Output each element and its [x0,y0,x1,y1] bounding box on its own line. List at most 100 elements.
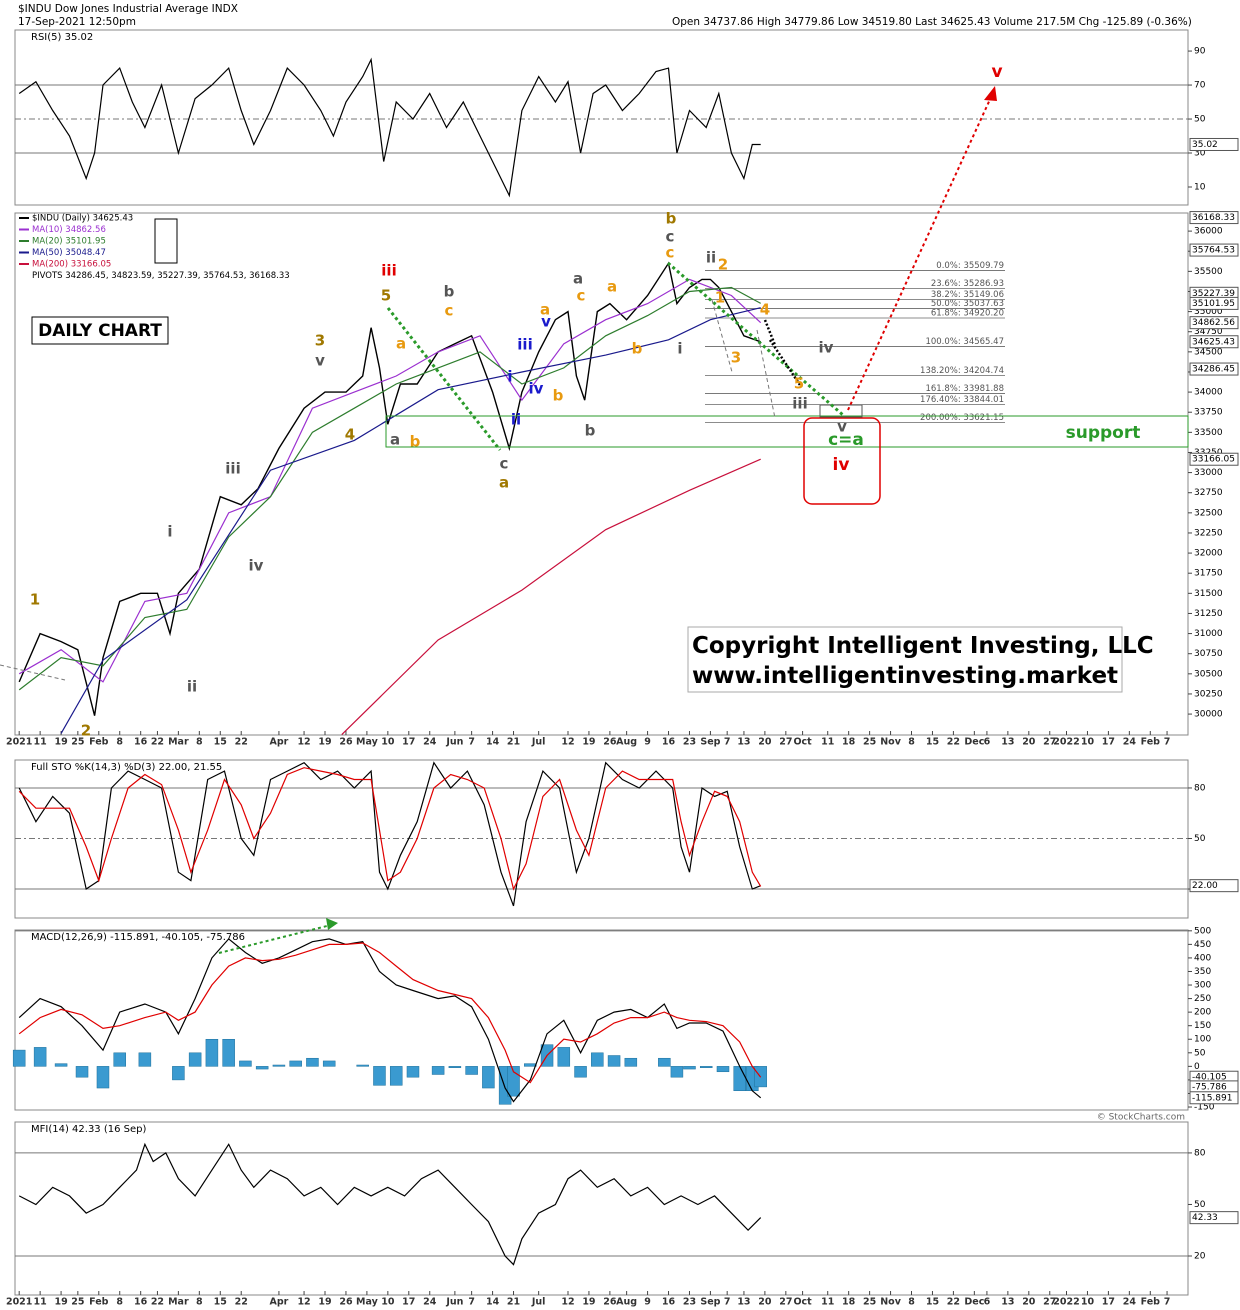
target-mini-box [819,404,863,418]
copyright-url: www.intelligentinvesting.market [692,663,1118,689]
value-label: 34286.45 [1192,365,1235,375]
y-tick-label: 200 [1194,1008,1211,1018]
x-tick-label: 13 [737,737,750,748]
x-tick-label: 21 [507,1297,520,1308]
x-tick-label: 24 [423,737,437,748]
histogram-bar [373,1066,386,1086]
value-label: 36168.33 [1192,213,1235,223]
y-tick-label: 250 [1194,994,1211,1004]
y-tick-label: 50 [1194,834,1206,844]
fib-label: 38.2%: 35149.06 [931,290,1004,300]
legend-label: $INDU (Daily) 34625.43 [32,214,133,224]
x-tick-label: 17 [402,1297,415,1308]
wave-label: i [507,368,512,386]
x-tick-label: 26 [339,1297,353,1308]
x-tick-label: 24 [1123,737,1137,748]
fib-label: 100.0%: 34565.47 [925,337,1004,347]
x-tick-label: 24 [423,1297,437,1308]
y-tick-label: 31000 [1194,629,1223,639]
x-tick-label: Mar [168,737,189,748]
wave-label: 1 [30,591,40,609]
panel-frame [14,29,1189,206]
series-line [18,761,761,907]
fib-label: 50.0%: 35037.63 [931,299,1004,309]
wave-label: ii [511,411,521,429]
value-label: 35101.95 [1192,299,1235,309]
wave-label: a [607,278,617,296]
x-tick-label: 2021 [6,1297,32,1308]
fib-label: 176.40%: 33844.01 [920,395,1004,405]
x-tick-label: 11 [34,737,47,748]
series-line [341,458,761,736]
x-tick-label: 7 [1164,1297,1171,1308]
x-tick-label: 22 [947,737,960,748]
x-tick-label: 11 [821,1297,834,1308]
y-tick-label: 31750 [1194,569,1223,579]
x-tick-label: 17 [1102,1297,1115,1308]
x-tick-label: 19 [318,1297,331,1308]
x-tick-label: 25 [863,737,876,748]
legend-label: PIVOTS 34286.45, 34823.59, 35227.39, 357… [32,271,290,281]
wave-label: i [677,340,682,358]
y-tick-label: 50 [1194,1048,1206,1058]
y-tick-label: 90 [1194,47,1206,57]
wave-label: a [540,301,550,319]
trend-arrow [768,339,802,386]
wave-label: b [553,387,564,405]
x-tick-label: 23 [683,1297,696,1308]
path-arrow [756,329,776,419]
x-tick-label: 10 [381,1297,395,1308]
x-tick-label: 12 [297,737,310,748]
histogram-bar [591,1052,604,1067]
x-tick-label: 19 [54,1297,67,1308]
x-tick-label: 9 [644,737,651,748]
histogram-bar [431,1066,445,1075]
signal-box [154,218,178,264]
wave-label: c [666,228,675,246]
legend-label: MA(50) 35048.47 [32,248,106,258]
y-tick-label: 10 [1194,182,1206,192]
value-box [1189,452,1239,466]
chart-date: 17-Sep-2021 12:50pm [18,16,136,28]
value-box [1189,211,1239,225]
y-tick-label: 300 [1194,981,1211,991]
x-tick-label: Jul [531,1297,546,1308]
support-box [385,415,1189,448]
series-line [18,57,761,198]
value-label: -75.786 [1192,1082,1227,1092]
x-tick-label: 25 [863,1297,876,1308]
trend-arrow [386,307,502,451]
x-tick-label: 22 [151,1297,164,1308]
x-tick-label: Nov [880,1297,901,1308]
histogram-bar [96,1066,110,1089]
target-box [803,417,881,505]
panel-title: Full STO %K(14,3) %D(3) 22.00, 21.55 [31,762,222,773]
y-tick-label: 36000 [1194,227,1223,237]
wave-label: c [445,302,454,320]
x-tick-label: 27 [1043,737,1056,748]
x-tick-label: Apr [270,1297,289,1308]
wave-label: b [585,422,596,440]
fib-label: 161.8%: 33981.88 [925,384,1004,394]
wave-label: c [577,287,586,305]
value-box [1189,335,1239,349]
x-tick-label: 27 [779,1297,792,1308]
value-label: 35.02 [1192,140,1218,150]
x-tick-label: 19 [582,737,595,748]
histogram-bar [113,1052,126,1067]
wave-label: iii [381,262,396,280]
y-tick-label: 350 [1194,967,1211,977]
x-tick-label: 17 [402,737,415,748]
wave-label: support [1066,423,1141,443]
histogram-bar [239,1060,252,1067]
x-tick-label: Jul [531,737,546,748]
wave-label: iii [517,336,532,354]
wave-label: b [632,340,643,358]
y-tick-label: 33000 [1194,468,1223,478]
value-box [1189,296,1239,310]
histogram-bar [389,1066,403,1086]
histogram-bar [658,1057,671,1067]
x-tick-label: 25 [71,737,84,748]
wave-label: c [666,244,675,262]
x-tick-label: Feb [89,737,109,748]
